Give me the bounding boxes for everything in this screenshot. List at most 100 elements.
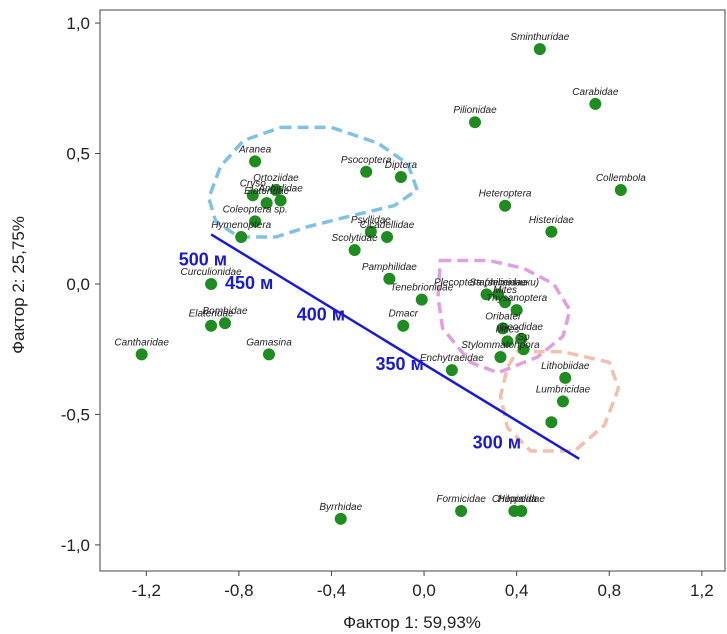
x-tick-label: 0,4	[505, 581, 529, 600]
data-point	[262, 348, 275, 361]
altitude-labels: 500 м 450 м 400 м 350 м 300 м	[179, 250, 521, 453]
group-outline	[498, 350, 621, 453]
point-label: Dmacr	[389, 309, 419, 320]
point-label: Curculionidae	[181, 267, 243, 278]
data-point	[545, 416, 558, 429]
point-label: Aranea	[238, 144, 272, 155]
altitude-label: 500 м	[179, 250, 227, 270]
altitude-gradient-line	[210, 233, 580, 460]
point-label: Bombidae	[202, 306, 247, 317]
point-label: Thysanoptera	[486, 293, 548, 304]
point-label: Lithobiidae	[541, 361, 590, 372]
y-tick-label: -1,0	[61, 536, 90, 555]
point-label: Oribatei	[485, 311, 521, 322]
data-point	[246, 189, 259, 202]
point-label: Sminthuridae	[510, 32, 569, 43]
data-point	[517, 343, 530, 356]
data-point	[492, 288, 505, 301]
point-label: Psyllidae	[351, 215, 391, 226]
altitude-label: 400 м	[297, 305, 345, 325]
point-label: Hepialidae	[498, 494, 546, 505]
altitude-label: 300 м	[473, 432, 521, 452]
point-label: Mites	[495, 324, 519, 335]
data-point	[219, 317, 231, 330]
data-point	[501, 335, 514, 348]
data-point	[510, 304, 523, 317]
y-tick-label: 1,0	[66, 14, 90, 33]
point-label: Psocoptera	[341, 155, 392, 166]
group-outline	[436, 258, 572, 375]
point-label: Plecoptera (весенники)	[434, 277, 539, 288]
point-label: Hymenoptera	[211, 220, 271, 231]
point-label: Lumbricidae	[536, 384, 591, 395]
data-point	[249, 215, 262, 228]
data-point	[205, 319, 218, 332]
point-label: Geodidae	[500, 322, 544, 333]
y-axis-title: Фактор 2: 25,75%	[9, 216, 28, 354]
axis-ticks: -1,2 -0,8 -0,4 0,0 0,4 0,8 1,2 1,0 0,5 0,0 -0,5 -1,…	[61, 14, 714, 600]
data-point	[545, 225, 558, 238]
data-point	[383, 272, 396, 285]
data-point	[269, 184, 282, 197]
point-label: Coleoptera sp.	[223, 204, 288, 215]
data-point	[515, 332, 528, 345]
x-tick-label: -0,8	[224, 581, 253, 600]
data-point	[274, 194, 287, 207]
point-label: Histeridae	[529, 215, 574, 226]
point-label: Formicidae	[436, 494, 486, 505]
data-point	[499, 296, 512, 309]
data-point	[533, 43, 546, 56]
data-point	[348, 244, 361, 257]
data-point	[135, 348, 148, 361]
point-label: Pamphilidae	[362, 262, 417, 273]
altitude-label: 350 м	[375, 354, 423, 374]
point-label: Collembola	[596, 173, 646, 184]
group-outlines	[207, 125, 621, 453]
point-label: Cryso	[240, 178, 267, 189]
data-point	[360, 165, 373, 178]
x-axis-title: Фактор 1: 59,93%	[343, 613, 481, 632]
data-point	[381, 231, 394, 244]
point-label: Pilionidae	[453, 105, 497, 116]
data-point	[394, 170, 407, 183]
data-point	[205, 277, 218, 290]
data-point	[559, 371, 572, 384]
data-point	[364, 225, 377, 238]
point-label: Mites	[493, 285, 517, 296]
point-label: Cantharidae	[114, 337, 169, 348]
point-label: Elateridae	[244, 186, 289, 197]
point-label: Chilopoda	[492, 494, 537, 505]
y-tick-label: -0,5	[61, 405, 90, 424]
y-tick-label: 0,0	[66, 275, 90, 294]
data-point	[614, 184, 627, 197]
group-outline	[207, 125, 419, 239]
data-point	[455, 504, 468, 517]
x-tick-label: -0,4	[317, 581, 346, 600]
point-label: Sp	[517, 332, 530, 343]
x-tick-label: 1,2	[690, 581, 714, 600]
data-point	[499, 199, 512, 212]
data-point	[415, 293, 428, 306]
plot-frame	[99, 9, 726, 572]
data-point	[397, 319, 410, 332]
data-point	[556, 395, 569, 408]
point-label: Diptera	[385, 160, 418, 171]
point-label: Heteroptera	[479, 189, 532, 200]
data-point	[235, 231, 248, 244]
x-tick-label: 0,0	[412, 581, 436, 600]
point-label: Ortoziidae	[253, 173, 299, 184]
data-point	[480, 288, 493, 301]
point-label: Carabidae	[572, 87, 619, 98]
data-points: Sminthuridae Carabidae Pilionidae Collembol…	[114, 32, 646, 525]
data-point	[589, 97, 602, 110]
data-point	[515, 504, 528, 517]
data-point	[445, 364, 458, 377]
point-label: Tenebrionidae	[390, 283, 453, 294]
data-point	[469, 116, 481, 129]
point-label: Byrrhidae	[319, 502, 362, 513]
point-label: Gamasina	[246, 337, 292, 348]
altitude-label: 450 м	[225, 273, 273, 293]
data-point	[249, 155, 262, 168]
data-point	[494, 351, 507, 364]
